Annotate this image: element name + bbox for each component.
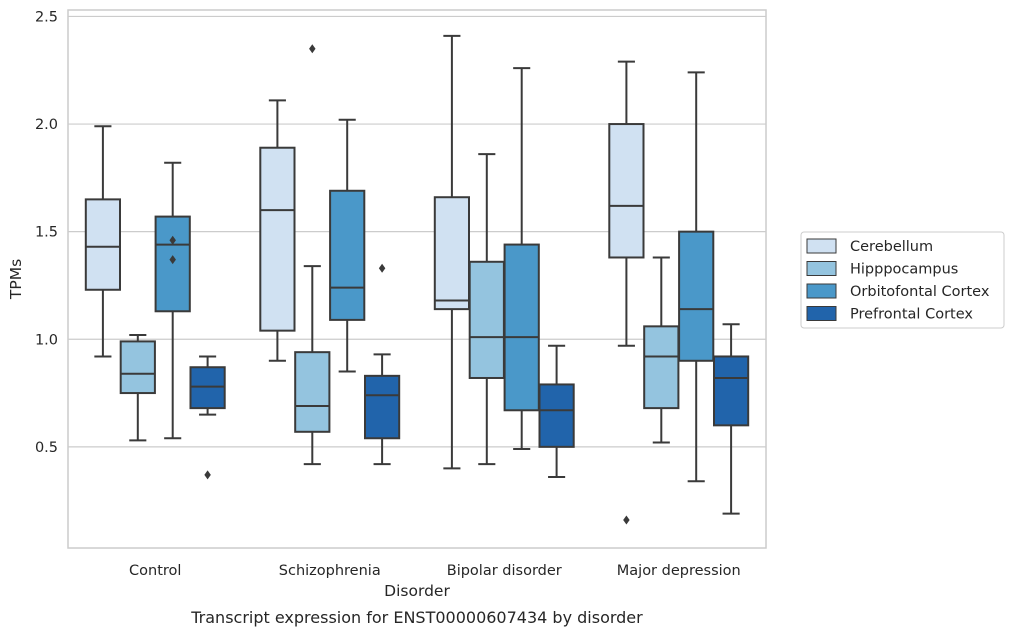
x-tick-label: Control [129, 563, 181, 579]
box-rect [119, 340, 156, 395]
legend-label: Hipppocampus [850, 262, 958, 278]
legend: Cerebellum Hipppocampus Orbitofontal Corte… [800, 231, 1005, 329]
legend-label: Cerebellum [850, 239, 933, 255]
box-group [329, 118, 366, 373]
box-rect [678, 230, 715, 362]
box-rect [712, 355, 750, 427]
outlier-marker [169, 255, 176, 265]
x-tick-label: Schizophrenia [279, 563, 381, 579]
box-rect [84, 198, 122, 291]
outlier-marker [623, 515, 630, 525]
box-layer [84, 34, 750, 525]
box-rect [189, 366, 226, 410]
y-tick-labels: 0.5 1.0 1.5 2.0 2.5 [35, 9, 58, 455]
legend-label: Prefrontal Cortex [850, 307, 973, 323]
y-tick-label: 2.0 [35, 117, 58, 133]
box-rect [503, 243, 540, 412]
box-group [433, 34, 471, 470]
box-rect [363, 374, 401, 440]
y-tick-label: 0.5 [35, 440, 58, 456]
box-group [259, 99, 296, 362]
box-group [468, 153, 505, 466]
box-rect [643, 325, 680, 410]
box-rect [433, 196, 471, 311]
box-rect [468, 260, 505, 379]
outlier-marker [169, 235, 176, 245]
box-group [119, 333, 156, 442]
x-tick-labels: Control Schizophrenia Bipolar disorder Majo… [129, 563, 741, 579]
plot-frame [67, 9, 767, 549]
y-tick-label: 1.0 [35, 332, 58, 348]
x-axis-label: Disorder [384, 582, 450, 600]
legend-swatch [806, 283, 837, 299]
y-axis-label: TPMs [7, 259, 25, 300]
y-tick-label: 1.5 [35, 225, 58, 241]
box-group [84, 125, 122, 358]
box-group [538, 344, 575, 478]
box-group [608, 60, 645, 525]
x-tick-label: Major depression [617, 563, 741, 579]
legend-label: Orbitofontal Cortex [850, 284, 990, 300]
box-group [363, 263, 401, 466]
chart-caption: Transcript expression for ENST0000060743… [190, 608, 643, 627]
box-group [503, 67, 540, 451]
box-group [189, 355, 226, 480]
x-tick-label: Bipolar disorder [447, 563, 562, 579]
box-group [643, 256, 680, 444]
box-group [712, 323, 750, 515]
box-rect [608, 123, 645, 259]
box-rect [329, 189, 366, 321]
box-rect [294, 351, 331, 433]
outlier-marker [378, 263, 386, 273]
box-group [154, 161, 191, 440]
outlier-marker [309, 44, 316, 54]
outlier-marker [204, 470, 211, 480]
legend-frame [800, 231, 1005, 329]
legend-swatch [806, 261, 837, 276]
box-rect [259, 146, 296, 332]
box-group [678, 71, 715, 483]
y-tick-label: 2.5 [35, 9, 58, 25]
box-group [294, 44, 331, 466]
legend-swatch [806, 238, 837, 254]
legend-swatch [806, 306, 837, 321]
box-rect [538, 383, 575, 448]
